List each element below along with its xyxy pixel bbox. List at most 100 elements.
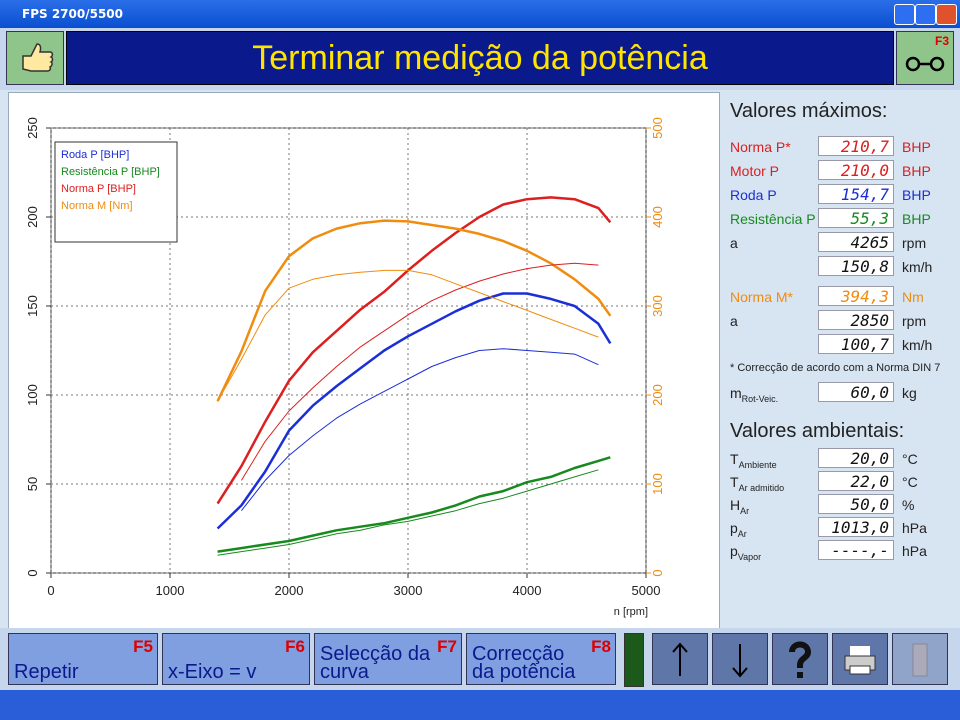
value-display: 210,0: [818, 160, 894, 180]
function-button[interactable]: F8 Correcção da potência: [466, 633, 616, 685]
row-label: pVapor: [730, 543, 816, 562]
unit: BHP: [902, 163, 931, 179]
label-text: H: [730, 497, 741, 513]
y2-tick-label: 500: [650, 117, 665, 139]
unit: km/h: [902, 337, 933, 353]
status-bar: [0, 690, 960, 720]
value-row: 100,7 km/h: [730, 334, 960, 356]
value-display: 22,0: [818, 471, 894, 491]
up-button[interactable]: [652, 633, 708, 685]
unit: °C: [902, 474, 918, 490]
button-label: Selecção da curva: [320, 643, 431, 683]
thumbs-up-button[interactable]: [6, 31, 64, 85]
function-button[interactable]: F7 Selecção da curva: [314, 633, 462, 685]
close-button[interactable]: [936, 4, 957, 25]
door-button[interactable]: [892, 633, 948, 685]
series-line: [217, 469, 599, 556]
unit: hPa: [902, 543, 927, 559]
unit: kg: [902, 385, 917, 401]
title-bar: FPS 2700/5500: [0, 0, 960, 28]
y-tick-label: 50: [25, 477, 40, 491]
row-label: Roda P: [730, 187, 816, 203]
unit: Nm: [902, 289, 924, 305]
thumb-icon: [22, 43, 54, 72]
y2-tick-label: 100: [650, 473, 665, 495]
label-text: p: [730, 543, 738, 559]
value-display: 210,7: [818, 136, 894, 156]
print-button[interactable]: [832, 633, 888, 685]
series-line: [216, 292, 612, 530]
value-row: Norma P* 210,7 BHP: [730, 136, 960, 158]
help-icon: [789, 641, 812, 678]
value-display: 1013,0: [818, 517, 894, 537]
y-tick-label: 100: [25, 384, 40, 406]
x-tick-label: 1000: [156, 583, 185, 598]
help-button[interactable]: [772, 633, 828, 685]
key-label: F3: [934, 34, 949, 48]
series-line: [241, 348, 599, 512]
legend-entry: Resistência P [BHP]: [61, 166, 160, 178]
row-label: Motor P: [730, 163, 816, 179]
legend-entry: Norma M [Nm]: [61, 200, 133, 212]
value-row: a 2850 rpm: [730, 310, 960, 332]
y2-tick-label: 400: [650, 206, 665, 228]
x-tick-label: 5000: [632, 583, 661, 598]
value-row: Resistência P 55,3 BHP: [730, 208, 960, 230]
minimize-button[interactable]: [894, 4, 915, 25]
button-label: Repetir: [14, 661, 79, 683]
label-text: T: [730, 451, 739, 467]
row-label: HAr: [730, 497, 816, 516]
row-label: a: [730, 235, 816, 251]
x-tick-label: 2000: [275, 583, 304, 598]
section-title: Valores ambientais:: [730, 420, 905, 442]
x-tick-label: 4000: [513, 583, 542, 598]
value-row: 150,8 km/h: [730, 256, 960, 278]
row-label: Norma M*: [730, 289, 816, 305]
y2-tick-label: 0: [650, 569, 665, 576]
label-text: a: [730, 235, 738, 251]
label-text: Roda P: [730, 187, 777, 203]
button-label: Correcção da potência: [472, 643, 576, 683]
label-text: Norma M*: [730, 289, 794, 305]
link-icon: [905, 56, 945, 72]
up-icon: [672, 642, 688, 676]
value-row: pAr 1013,0 hPa: [730, 517, 960, 539]
x-axis-label: n [rpm]: [614, 606, 648, 618]
f3-button[interactable]: F3: [896, 31, 954, 85]
label-subscript: Ar: [740, 505, 750, 516]
label-subscript: Ar: [737, 528, 747, 539]
down-button[interactable]: [712, 633, 768, 685]
label-subscript: Ar admitido: [738, 482, 785, 493]
level-indicator: [624, 633, 644, 687]
value-display: 100,7: [818, 334, 894, 354]
label-text: m: [730, 385, 742, 401]
y-tick-label: 0: [25, 569, 40, 576]
door-icon: [912, 643, 928, 677]
maximize-button[interactable]: [915, 4, 936, 25]
unit: BHP: [902, 211, 931, 227]
down-icon: [732, 644, 748, 678]
value-row: Roda P 154,7 BHP: [730, 184, 960, 206]
row-label: pAr: [730, 520, 816, 539]
value-display: 394,3: [818, 286, 894, 306]
page-heading: Terminar medição da potência: [66, 31, 894, 85]
label-subscript: Ambiente: [738, 459, 777, 470]
label-subscript: Rot-Veic.: [741, 393, 779, 404]
key-label: F6: [285, 637, 305, 656]
row-label: TAmbiente: [730, 451, 816, 470]
unit: rpm: [902, 313, 927, 329]
function-button[interactable]: F5 Repetir: [8, 633, 158, 685]
row-label: Norma P*: [730, 139, 816, 155]
value-display: ----,-: [818, 540, 894, 560]
y-tick-label: 250: [25, 117, 40, 139]
value-row: a 4265 rpm: [730, 232, 960, 254]
function-button[interactable]: F6 x-Eixo = v: [162, 633, 310, 685]
series-line: [216, 219, 612, 402]
printer-icon: [844, 646, 876, 675]
value-row: Motor P 210,0 BHP: [730, 160, 960, 182]
legend-box: [54, 141, 178, 243]
y-tick-label: 200: [25, 206, 40, 228]
unit: °C: [902, 451, 918, 467]
value-display: 50,0: [818, 494, 894, 514]
